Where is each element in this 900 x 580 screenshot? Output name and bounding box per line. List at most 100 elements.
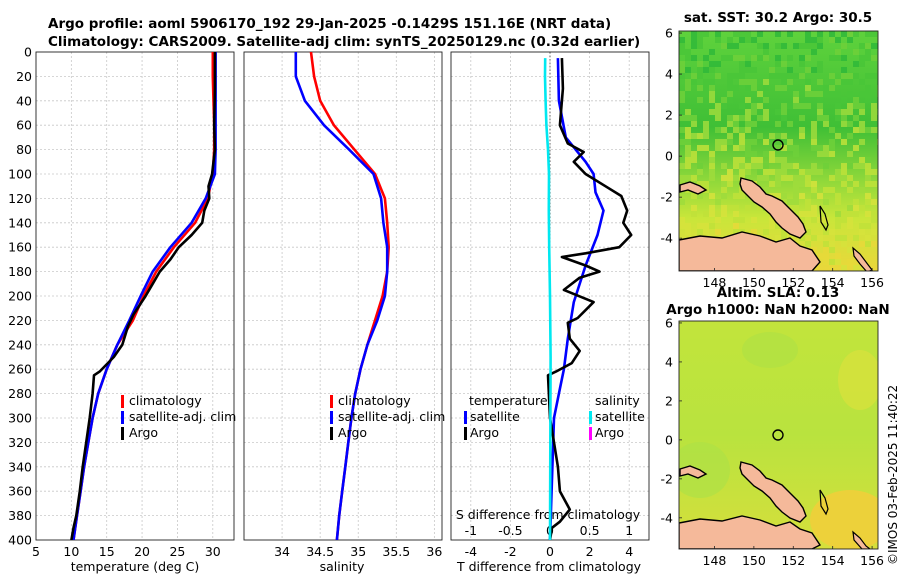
sst-pixel (859, 157, 865, 163)
sst-pixel (691, 205, 697, 211)
sst-map-frame (678, 30, 879, 272)
temperature-tick-labels: 5 10 15 20 25 30 (32, 544, 221, 559)
sst-pixel (685, 109, 691, 115)
sst-pixel (817, 109, 823, 115)
depth-tick-label: 380 (8, 508, 32, 523)
sst-pixel (835, 235, 841, 241)
legend-climatology: climatology (129, 393, 202, 408)
sst-pixel (697, 145, 703, 151)
sst-pixel (775, 109, 781, 115)
depth-tick-label: 20 (16, 69, 32, 84)
sst-pixel (685, 151, 691, 157)
x-tick-label: 34.5 (306, 544, 334, 559)
sst-pixel (691, 31, 697, 37)
sst-pixel (829, 229, 835, 235)
sst-pixel (739, 67, 745, 73)
sst-pixel (781, 229, 787, 235)
legend-group-temperature: temperature (469, 393, 548, 408)
legend-swatch-t-argo (464, 427, 467, 440)
sst-pixel (769, 181, 775, 187)
sst-pixel (721, 181, 727, 187)
sst-pixel (871, 43, 877, 49)
sst-pixel (775, 169, 781, 175)
sst-pixel (763, 229, 769, 235)
sst-pixel (721, 193, 727, 199)
sst-pixel (823, 259, 829, 265)
sst-pixel (841, 241, 847, 247)
sst-pixel (721, 43, 727, 49)
sst-pixel (697, 181, 703, 187)
sst-pixel (799, 61, 805, 67)
map-lon-label: 148 (703, 275, 727, 290)
sst-pixel (721, 187, 727, 193)
sst-pixel (835, 49, 841, 55)
sst-pixel (781, 163, 787, 169)
sst-pixel (829, 73, 835, 79)
sst-pixel (805, 181, 811, 187)
sst-pixel (811, 67, 817, 73)
sst-pixel (727, 43, 733, 49)
sst-pixel (775, 55, 781, 61)
map-lat-label: 2 (665, 393, 673, 408)
sst-pixel (715, 145, 721, 151)
sst-pixel (793, 73, 799, 79)
sst-pixel (811, 247, 817, 253)
sst-pixel (733, 217, 739, 223)
land-new-ireland (739, 177, 807, 239)
sst-pixel (793, 181, 799, 187)
sst-pixel (847, 259, 853, 265)
sst-pixel (697, 43, 703, 49)
map-lat-label: 4 (665, 67, 673, 82)
sst-pixel (715, 211, 721, 217)
sst-pixel (811, 193, 817, 199)
sst-pixel (805, 169, 811, 175)
land-new-britain (679, 231, 821, 271)
sst-pixel (829, 55, 835, 61)
legend-swatch-argo (121, 427, 124, 440)
sst-pixel (703, 85, 709, 91)
sst-pixel (829, 37, 835, 43)
sst-pixel (811, 217, 817, 223)
sst-pixel (745, 115, 751, 121)
sst-pixel (757, 43, 763, 49)
sst-pixel (841, 169, 847, 175)
map-lon-label: 150 (742, 275, 766, 290)
sst-pixel (853, 103, 859, 109)
sst-pixel (727, 133, 733, 139)
sst-pixel (793, 97, 799, 103)
sst-pixel (859, 127, 865, 133)
sst-pixel (853, 235, 859, 241)
sst-pixel (757, 91, 763, 97)
x-tick-label: 15 (99, 544, 115, 559)
sst-pixel (871, 181, 877, 187)
sst-pixel (787, 145, 793, 151)
sst-pixel (697, 67, 703, 73)
sst-pixel (787, 79, 793, 85)
t-difference-xlabel: T difference from climatology (456, 559, 642, 574)
sst-pixel (865, 91, 871, 97)
sst-pixel (733, 229, 739, 235)
series-line-salinity-satellite (543, 58, 552, 540)
sst-pixel (709, 163, 715, 169)
sst-pixel (835, 37, 841, 43)
land-new-ireland (739, 461, 807, 523)
land-new-hanover (679, 181, 708, 195)
legend-satellite: satellite-adj. clim (129, 409, 236, 424)
sst-pixel (853, 205, 859, 211)
depth-tick-label: 60 (16, 118, 32, 133)
sst-pixel (727, 139, 733, 145)
sst-pixel (823, 229, 829, 235)
sst-pixel (691, 193, 697, 199)
sst-pixel (757, 157, 763, 163)
sst-pixel (757, 115, 763, 121)
sst-pixel (709, 67, 715, 73)
sst-pixel (865, 127, 871, 133)
sst-pixel (859, 43, 865, 49)
sst-pixel (745, 205, 751, 211)
title-line-2: Climatology: CARS2009. Satellite-adj cli… (48, 34, 640, 50)
sst-pixel (679, 73, 685, 79)
legend-swatch-argo (330, 427, 333, 440)
sst-pixel (679, 37, 685, 43)
sst-pixel (691, 55, 697, 61)
sst-pixel (847, 205, 853, 211)
